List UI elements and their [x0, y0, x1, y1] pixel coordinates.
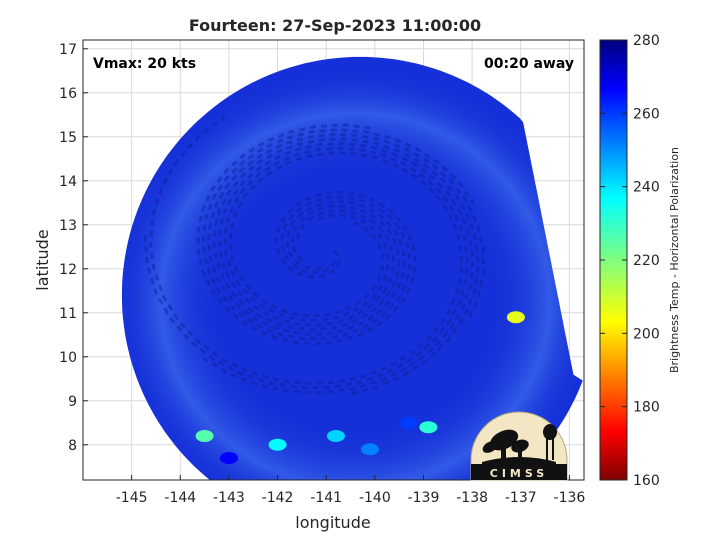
y-tick-label: 12 [59, 262, 77, 278]
plot-area: -145 -144 -143 -142 -141 -140 -139 -138 -137 -136… [59, 39, 586, 506]
x-axis-label: longitude [295, 513, 370, 532]
chart-title: Fourteen: 27-Sep-2023 11:00:00 [189, 16, 481, 35]
vmax-annotation: Vmax: 20 kts [93, 56, 196, 72]
x-tick-label: -141 [310, 490, 342, 506]
x-tick-label: -139 [408, 490, 440, 506]
swath-texture [121, 66, 583, 480]
colorbar-tick-label: 220 [633, 253, 660, 269]
y-tick-label: 14 [59, 174, 77, 190]
warm-cell [419, 421, 438, 434]
colorbar-label: Brightness Temp - Horizontal Polarizatio… [668, 147, 681, 373]
y-axis-label: latitude [33, 229, 52, 290]
colorbar-tick-label: 160 [633, 473, 660, 489]
colorbar-tick-label: 200 [633, 326, 660, 342]
x-tick-label: -136 [554, 490, 586, 506]
colorbar-tick-label: 280 [633, 33, 660, 49]
swath-image [121, 56, 583, 480]
y-tick-label: 10 [59, 350, 77, 366]
y-ticks: 8 9 10 11 12 13 14 15 16 17 [59, 42, 88, 454]
outer-band [121, 66, 583, 480]
warm-cell [195, 430, 214, 442]
colorbar-tick-label: 240 [633, 180, 660, 196]
time-away-annotation: 00:20 away [484, 56, 574, 72]
x-tick-label: -145 [116, 490, 148, 506]
warm-cells [195, 311, 525, 464]
colorbar: 160 180 200 220 240 260 280 Brightness Temp - … [599, 33, 681, 489]
x-tick-label: -143 [213, 490, 245, 506]
spiral-streak [201, 128, 476, 341]
y-tick-label: 11 [59, 306, 77, 322]
spiral-streak [148, 115, 464, 386]
plot-frame [82, 39, 585, 481]
warm-cell [360, 443, 379, 456]
warm-cell [268, 438, 287, 451]
x-ticks: -145 -144 -143 -142 -141 -140 -139 -138 -137 -136 [116, 475, 586, 506]
warm-cell [399, 416, 418, 429]
x-tick-label: -137 [505, 490, 537, 506]
warm-cell [219, 452, 238, 464]
colorbar-tick-label: 180 [633, 400, 660, 416]
spiral-streak [212, 137, 480, 396]
colorbar-ticks: 160 180 200 220 240 260 280 [600, 33, 660, 489]
x-tick-label: -140 [359, 490, 391, 506]
x-tick-label: -144 [164, 490, 196, 506]
swath-structure [121, 66, 583, 480]
y-tick-label: 9 [68, 394, 77, 410]
logo-text: CIMSS [490, 467, 548, 480]
spiral-streak [196, 123, 417, 346]
spiral-streak [206, 132, 485, 336]
warm-cell [506, 311, 525, 324]
y-tick-label: 15 [59, 130, 77, 146]
y-tick-label: 17 [59, 42, 77, 58]
y-tick-label: 8 [68, 438, 77, 454]
x-tick-label: -138 [456, 490, 488, 506]
x-tick-label: -142 [262, 490, 294, 506]
y-tick-label: 16 [59, 86, 77, 102]
spiral-streak [143, 146, 469, 390]
warm-cell [326, 430, 345, 442]
colorbar-tick-label: 260 [633, 106, 660, 122]
cimss-logo: CIMSS [470, 411, 568, 481]
y-tick-label: 13 [59, 218, 77, 234]
spiral-streak [202, 141, 475, 395]
